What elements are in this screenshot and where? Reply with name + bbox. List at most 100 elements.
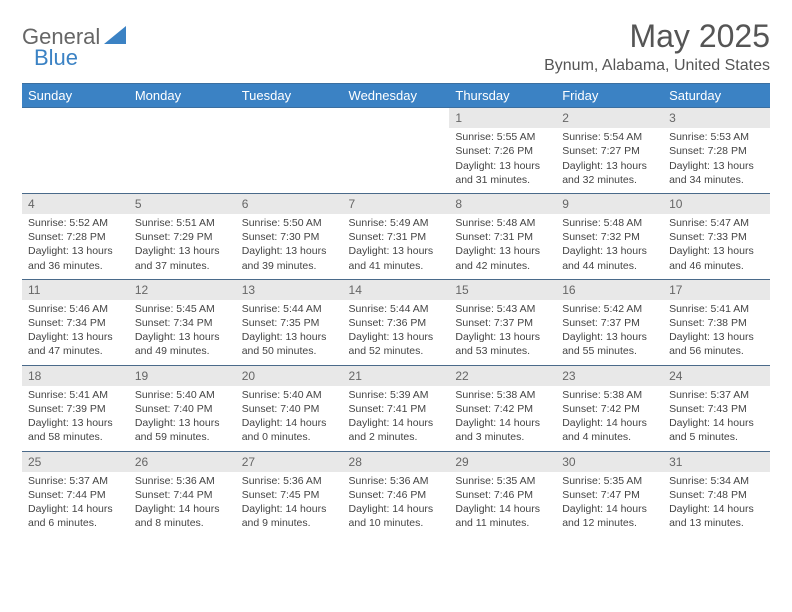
- sunrise-line: Sunrise: 5:34 AM: [669, 474, 764, 488]
- day-number: 25: [22, 452, 129, 472]
- calendar-day-cell: [343, 108, 450, 194]
- calendar-day-cell: 14Sunrise: 5:44 AMSunset: 7:36 PMDayligh…: [343, 279, 450, 365]
- day-content: Sunrise: 5:39 AMSunset: 7:41 PMDaylight:…: [343, 386, 450, 451]
- day-number: 9: [556, 194, 663, 214]
- day-content: Sunrise: 5:36 AMSunset: 7:44 PMDaylight:…: [129, 472, 236, 537]
- daylight-line: Daylight: 13 hours and 36 minutes.: [28, 244, 123, 272]
- day-number: 7: [343, 194, 450, 214]
- daylight-line: Daylight: 13 hours and 56 minutes.: [669, 330, 764, 358]
- calendar-table: SundayMondayTuesdayWednesdayThursdayFrid…: [22, 83, 770, 536]
- month-title: May 2025: [544, 18, 770, 55]
- day-number: 14: [343, 280, 450, 300]
- day-number: 16: [556, 280, 663, 300]
- daylight-line: Daylight: 13 hours and 58 minutes.: [28, 416, 123, 444]
- calendar-week-row: 4Sunrise: 5:52 AMSunset: 7:28 PMDaylight…: [22, 193, 770, 279]
- sunrise-line: Sunrise: 5:38 AM: [562, 388, 657, 402]
- day-number: 10: [663, 194, 770, 214]
- calendar-day-cell: 10Sunrise: 5:47 AMSunset: 7:33 PMDayligh…: [663, 193, 770, 279]
- calendar-day-cell: 11Sunrise: 5:46 AMSunset: 7:34 PMDayligh…: [22, 279, 129, 365]
- day-number: 20: [236, 366, 343, 386]
- sunset-line: Sunset: 7:42 PM: [455, 402, 550, 416]
- day-content: Sunrise: 5:42 AMSunset: 7:37 PMDaylight:…: [556, 300, 663, 365]
- calendar-day-cell: 18Sunrise: 5:41 AMSunset: 7:39 PMDayligh…: [22, 365, 129, 451]
- sunset-line: Sunset: 7:28 PM: [669, 144, 764, 158]
- calendar-day-cell: 6Sunrise: 5:50 AMSunset: 7:30 PMDaylight…: [236, 193, 343, 279]
- calendar-day-cell: 1Sunrise: 5:55 AMSunset: 7:26 PMDaylight…: [449, 108, 556, 194]
- day-content: Sunrise: 5:53 AMSunset: 7:28 PMDaylight:…: [663, 128, 770, 193]
- sunset-line: Sunset: 7:40 PM: [242, 402, 337, 416]
- calendar-day-cell: 12Sunrise: 5:45 AMSunset: 7:34 PMDayligh…: [129, 279, 236, 365]
- day-number: 17: [663, 280, 770, 300]
- sunset-line: Sunset: 7:43 PM: [669, 402, 764, 416]
- calendar-day-cell: [129, 108, 236, 194]
- calendar-day-cell: 4Sunrise: 5:52 AMSunset: 7:28 PMDaylight…: [22, 193, 129, 279]
- calendar-day-cell: 5Sunrise: 5:51 AMSunset: 7:29 PMDaylight…: [129, 193, 236, 279]
- sunset-line: Sunset: 7:48 PM: [669, 488, 764, 502]
- day-content: Sunrise: 5:37 AMSunset: 7:44 PMDaylight:…: [22, 472, 129, 537]
- weekday-header: Friday: [556, 84, 663, 108]
- weekday-header: Saturday: [663, 84, 770, 108]
- sunrise-line: Sunrise: 5:55 AM: [455, 130, 550, 144]
- daylight-line: Daylight: 14 hours and 8 minutes.: [135, 502, 230, 530]
- day-number: 6: [236, 194, 343, 214]
- day-content: Sunrise: 5:47 AMSunset: 7:33 PMDaylight:…: [663, 214, 770, 279]
- calendar-day-cell: 2Sunrise: 5:54 AMSunset: 7:27 PMDaylight…: [556, 108, 663, 194]
- day-number: 28: [343, 452, 450, 472]
- logo-triangle-icon: [104, 26, 126, 49]
- calendar-day-cell: 20Sunrise: 5:40 AMSunset: 7:40 PMDayligh…: [236, 365, 343, 451]
- day-number: 26: [129, 452, 236, 472]
- daylight-line: Daylight: 14 hours and 6 minutes.: [28, 502, 123, 530]
- calendar-day-cell: 31Sunrise: 5:34 AMSunset: 7:48 PMDayligh…: [663, 451, 770, 536]
- calendar-day-cell: 3Sunrise: 5:53 AMSunset: 7:28 PMDaylight…: [663, 108, 770, 194]
- day-content: Sunrise: 5:48 AMSunset: 7:32 PMDaylight:…: [556, 214, 663, 279]
- daylight-line: Daylight: 13 hours and 49 minutes.: [135, 330, 230, 358]
- sunrise-line: Sunrise: 5:50 AM: [242, 216, 337, 230]
- sunrise-line: Sunrise: 5:53 AM: [669, 130, 764, 144]
- daylight-line: Daylight: 13 hours and 39 minutes.: [242, 244, 337, 272]
- sunrise-line: Sunrise: 5:48 AM: [562, 216, 657, 230]
- sunrise-line: Sunrise: 5:44 AM: [242, 302, 337, 316]
- day-content: Sunrise: 5:38 AMSunset: 7:42 PMDaylight:…: [556, 386, 663, 451]
- sunset-line: Sunset: 7:26 PM: [455, 144, 550, 158]
- calendar-body: 1Sunrise: 5:55 AMSunset: 7:26 PMDaylight…: [22, 108, 770, 537]
- weekday-header: Monday: [129, 84, 236, 108]
- day-content: Sunrise: 5:36 AMSunset: 7:46 PMDaylight:…: [343, 472, 450, 537]
- sunrise-line: Sunrise: 5:41 AM: [669, 302, 764, 316]
- day-content: Sunrise: 5:55 AMSunset: 7:26 PMDaylight:…: [449, 128, 556, 193]
- header: General May 2025 Bynum, Alabama, United …: [22, 18, 770, 75]
- sunset-line: Sunset: 7:38 PM: [669, 316, 764, 330]
- sunset-line: Sunset: 7:28 PM: [28, 230, 123, 244]
- daylight-line: Daylight: 13 hours and 44 minutes.: [562, 244, 657, 272]
- daylight-line: Daylight: 14 hours and 5 minutes.: [669, 416, 764, 444]
- sunrise-line: Sunrise: 5:54 AM: [562, 130, 657, 144]
- sunrise-line: Sunrise: 5:40 AM: [135, 388, 230, 402]
- sunset-line: Sunset: 7:27 PM: [562, 144, 657, 158]
- day-number: 27: [236, 452, 343, 472]
- sunset-line: Sunset: 7:31 PM: [455, 230, 550, 244]
- day-number: 1: [449, 108, 556, 128]
- daylight-line: Daylight: 13 hours and 34 minutes.: [669, 159, 764, 187]
- day-number: 8: [449, 194, 556, 214]
- sunrise-line: Sunrise: 5:37 AM: [28, 474, 123, 488]
- calendar-day-cell: 22Sunrise: 5:38 AMSunset: 7:42 PMDayligh…: [449, 365, 556, 451]
- day-content: Sunrise: 5:51 AMSunset: 7:29 PMDaylight:…: [129, 214, 236, 279]
- calendar-week-row: 1Sunrise: 5:55 AMSunset: 7:26 PMDaylight…: [22, 108, 770, 194]
- daylight-line: Daylight: 14 hours and 11 minutes.: [455, 502, 550, 530]
- day-content: Sunrise: 5:40 AMSunset: 7:40 PMDaylight:…: [236, 386, 343, 451]
- day-number: 30: [556, 452, 663, 472]
- daylight-line: Daylight: 14 hours and 0 minutes.: [242, 416, 337, 444]
- day-content: Sunrise: 5:37 AMSunset: 7:43 PMDaylight:…: [663, 386, 770, 451]
- day-number: 21: [343, 366, 450, 386]
- day-content: Sunrise: 5:48 AMSunset: 7:31 PMDaylight:…: [449, 214, 556, 279]
- calendar-day-cell: 21Sunrise: 5:39 AMSunset: 7:41 PMDayligh…: [343, 365, 450, 451]
- sunrise-line: Sunrise: 5:52 AM: [28, 216, 123, 230]
- calendar-day-cell: 24Sunrise: 5:37 AMSunset: 7:43 PMDayligh…: [663, 365, 770, 451]
- sunrise-line: Sunrise: 5:43 AM: [455, 302, 550, 316]
- sunrise-line: Sunrise: 5:36 AM: [135, 474, 230, 488]
- weekday-header: Thursday: [449, 84, 556, 108]
- sunset-line: Sunset: 7:29 PM: [135, 230, 230, 244]
- sunrise-line: Sunrise: 5:36 AM: [242, 474, 337, 488]
- calendar-day-cell: 23Sunrise: 5:38 AMSunset: 7:42 PMDayligh…: [556, 365, 663, 451]
- sunset-line: Sunset: 7:46 PM: [455, 488, 550, 502]
- sunset-line: Sunset: 7:33 PM: [669, 230, 764, 244]
